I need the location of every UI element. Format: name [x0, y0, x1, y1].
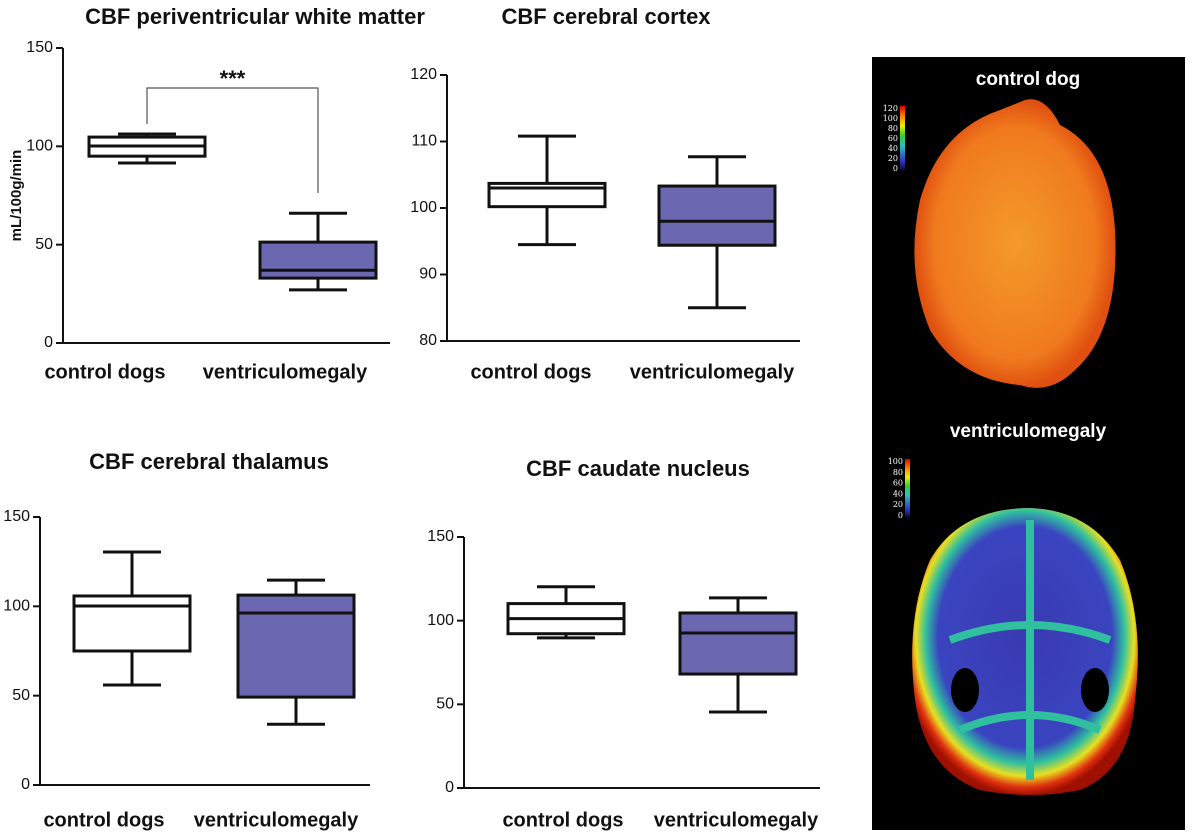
box — [72, 594, 192, 653]
y-tick-label: 0 — [44, 334, 53, 351]
control-brain-map — [914, 99, 1116, 388]
chart-title: CBF caudate nucleus — [526, 456, 750, 481]
y-tick-label: 50 — [436, 696, 454, 713]
x-tick-label: ventriculomegaly — [194, 809, 359, 831]
colorbar-tick-label: 20 — [893, 500, 903, 509]
chart-title: CBF cerebral cortex — [501, 4, 711, 29]
y-tick-label: 0 — [445, 779, 454, 796]
significance-bracket — [146, 87, 319, 193]
ventricle — [1081, 668, 1109, 712]
colorbar-tick-label: 0 — [898, 511, 903, 520]
ventriculomegaly-brain-map — [912, 508, 1138, 795]
y-tick-label: 50 — [12, 687, 30, 704]
y-tick-label: 100 — [3, 598, 30, 615]
x-tick-label: ventriculomegaly — [630, 361, 795, 383]
y-tick-label: 90 — [419, 266, 437, 283]
box — [236, 593, 356, 699]
colorbar-tick-label: 0 — [893, 164, 898, 173]
y-tick-label: 100 — [410, 199, 437, 216]
x-tick-label: control dogs — [502, 809, 623, 831]
x-tick-label: control dogs — [470, 361, 591, 383]
colorbar-tick-label: 20 — [888, 154, 898, 163]
colorbar-tick-label: 120 — [883, 104, 898, 113]
colorbar-tick-label: 100 — [888, 457, 903, 466]
image-label: control dog — [976, 69, 1080, 90]
chart-title: CBF cerebral thalamus — [89, 449, 329, 474]
colorbar-tick-label: 80 — [888, 124, 898, 133]
x-tick-label: ventriculomegaly — [203, 361, 368, 383]
chart-title: CBF periventricular white matter — [85, 4, 425, 29]
colorbar-tick-label: 80 — [893, 468, 903, 477]
y-tick-label: 100 — [26, 138, 53, 155]
y-tick-label: 80 — [419, 332, 437, 349]
colorbar-tick-label: 40 — [888, 144, 898, 153]
image-label: ventriculomegaly — [950, 421, 1107, 442]
x-tick-label: control dogs — [44, 361, 165, 383]
x-tick-label: ventriculomegaly — [654, 809, 819, 831]
box — [678, 611, 798, 676]
colorbar — [905, 459, 910, 519]
y-tick-label: 120 — [410, 66, 437, 83]
y-axis-label: mL/100g/min — [8, 150, 25, 242]
colorbar-tick-label: 60 — [888, 134, 898, 143]
y-tick-label: 150 — [26, 39, 53, 56]
y-tick-label: 0 — [21, 776, 30, 793]
colorbar — [900, 106, 905, 172]
ventricle — [951, 668, 979, 712]
y-tick-label: 100 — [427, 612, 454, 629]
box — [258, 240, 378, 280]
y-tick-label: 150 — [427, 528, 454, 545]
y-tick-label: 110 — [411, 133, 437, 150]
brain-structure — [948, 520, 1112, 780]
colorbar-tick-label: 40 — [893, 489, 903, 498]
x-tick-label: control dogs — [43, 809, 164, 831]
colorbar-tick-label: 60 — [893, 479, 903, 488]
colorbar-tick-label: 100 — [883, 114, 898, 123]
y-tick-label: 150 — [3, 508, 30, 525]
box — [657, 184, 777, 247]
y-tick-label: 50 — [35, 236, 53, 253]
annotation: *** — [220, 66, 246, 91]
